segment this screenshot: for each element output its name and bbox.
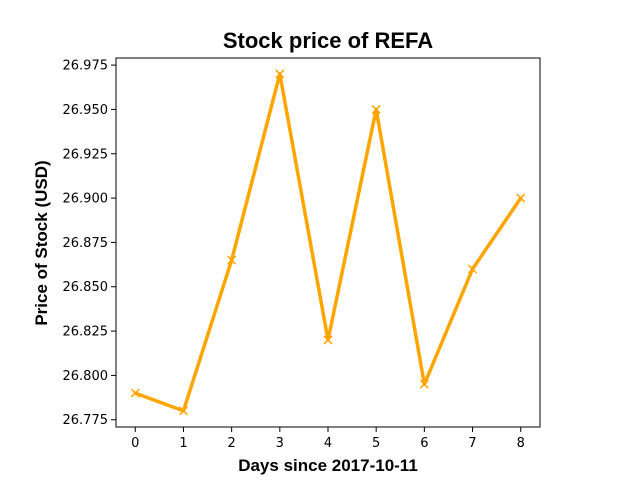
y-tick-label: 26.850 [63,280,109,295]
x-tick-label: 0 [131,436,139,451]
x-tick-label: 1 [179,436,187,451]
data-point-marker [178,406,188,416]
y-tick-label: 26.925 [63,147,109,162]
data-point-marker [323,335,333,345]
y-tick-label: 26.775 [63,413,109,428]
x-tick-label: 4 [324,436,332,451]
y-axis-label: Price of Stock (USD) [32,160,51,325]
y-tick-label: 26.875 [63,236,109,251]
data-point-marker [468,264,478,274]
x-tick-label: 6 [420,436,428,451]
data-point-marker [516,193,526,203]
x-tick-label: 7 [468,436,476,451]
x-axis-label: Days since 2017-10-11 [238,456,418,475]
chart-title: Stock price of REFA [223,28,433,53]
data-point-marker [227,255,237,265]
x-tick-label: 3 [276,436,284,451]
y-tick-label: 26.800 [63,369,109,384]
series-line [133,72,523,413]
x-tick-label: 2 [227,436,235,451]
y-tick-label: 26.950 [63,103,109,118]
data-point-marker [130,388,140,398]
y-tick-label: 26.825 [63,325,109,340]
data-point-marker [371,104,381,114]
y-tick-label: 26.900 [63,192,109,207]
data-point-marker [419,379,429,389]
x-tick-label: 5 [372,436,380,451]
x-tick-label: 8 [517,436,525,451]
axes-frame [115,57,541,428]
y-tick-label: 26.975 [63,59,109,74]
plot-area: 0 1 2 3 4 5 6 7 8 26.775 26.800 26.825 26.850 26.875 2… [63,57,541,451]
data-point-marker [275,69,285,79]
